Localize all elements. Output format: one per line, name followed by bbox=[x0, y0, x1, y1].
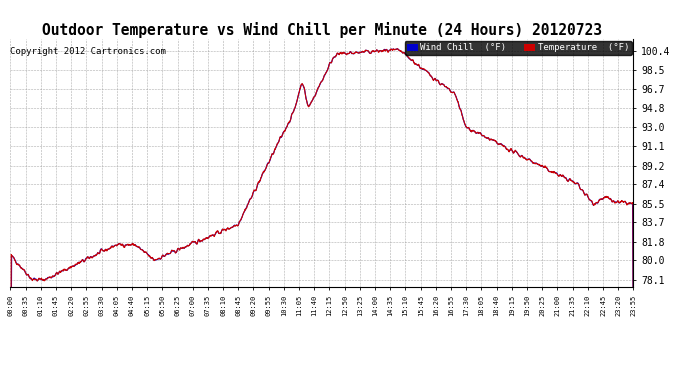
Text: Copyright 2012 Cartronics.com: Copyright 2012 Cartronics.com bbox=[10, 47, 166, 56]
Legend: Wind Chill  (°F), Temperature  (°F): Wind Chill (°F), Temperature (°F) bbox=[404, 41, 631, 55]
Title: Outdoor Temperature vs Wind Chill per Minute (24 Hours) 20120723: Outdoor Temperature vs Wind Chill per Mi… bbox=[42, 22, 602, 38]
